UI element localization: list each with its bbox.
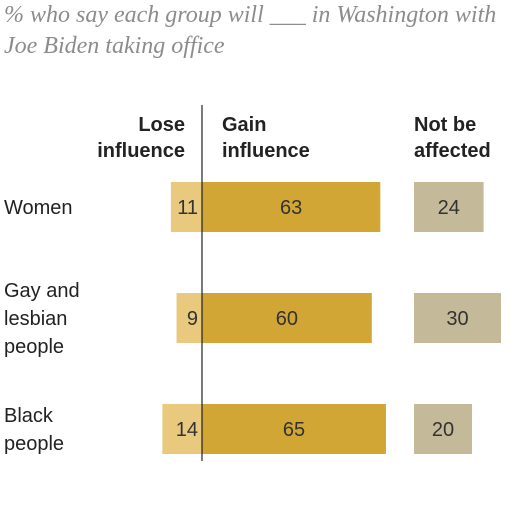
- chart-title: % who say each group will ___ in Washing…: [4, 2, 497, 59]
- category-label-2-line-2: lesbian: [4, 308, 67, 330]
- header-lose-line-1: Lose: [138, 114, 185, 136]
- header-gain-line-1: Gain: [222, 114, 266, 136]
- header-not-affected-line-2: affected: [414, 140, 491, 162]
- bar-gain-influence: [202, 182, 381, 232]
- header-lose-line-2: influence: [97, 140, 185, 162]
- category-label-2-line-3: people: [4, 336, 64, 358]
- bar-not-affected: [414, 293, 501, 343]
- value-label-gain-influence: 65: [283, 419, 305, 441]
- value-label-not-affected: 30: [446, 308, 468, 330]
- bar-lose-influence: [170, 182, 202, 232]
- category-label-3-line-2: people: [4, 433, 64, 455]
- bar-gain-influence: [202, 293, 372, 343]
- value-label-gain-influence: 60: [276, 308, 298, 330]
- header-not-affected-line-1: Not be: [414, 114, 476, 136]
- bar-not-affected: [414, 404, 472, 454]
- category-label-1-line-1: Women: [4, 197, 73, 219]
- value-label-lose-influence: 9: [187, 308, 198, 330]
- bar-gain-influence: [202, 404, 386, 454]
- value-label-gain-influence: 63: [280, 197, 302, 219]
- value-label-not-affected: 20: [432, 419, 454, 441]
- category-label-3-line-1: Black: [4, 405, 54, 427]
- bar-lose-influence: [162, 404, 202, 454]
- bar-lose-influence: [176, 293, 202, 343]
- header-gain-line-2: influence: [222, 140, 310, 162]
- category-label-2-line-1: Gay and: [4, 280, 80, 302]
- bar-not-affected: [414, 182, 484, 232]
- value-label-not-affected: 24: [438, 197, 460, 219]
- value-label-lose-influence: 11: [177, 197, 198, 219]
- value-label-lose-influence: 14: [176, 419, 198, 441]
